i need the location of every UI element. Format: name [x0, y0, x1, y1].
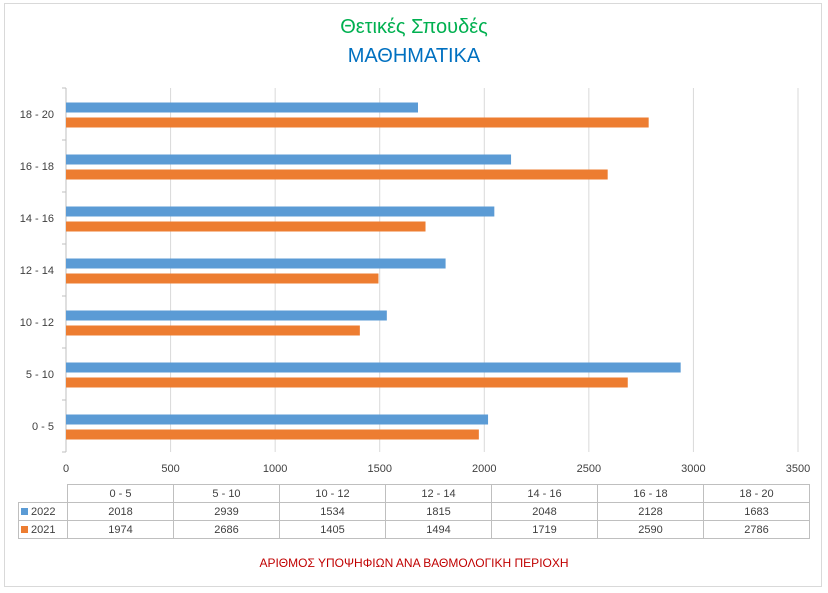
legend-label: 2021: [31, 523, 56, 536]
table-header-cell: 0 - 5: [67, 484, 174, 503]
legend-entry: 2021: [18, 520, 68, 539]
y-tick-label: 18 - 20: [20, 109, 54, 121]
x-tick-label: 1500: [367, 463, 391, 475]
bar-2022: [66, 102, 418, 113]
table-row: 2021 1974 2686 1405 1494 1719 2590 2786: [18, 520, 810, 539]
table-cell: 2128: [597, 502, 704, 521]
bar-2021: [66, 325, 360, 336]
x-tick-label: 3500: [786, 463, 810, 475]
x-axis-label: ΑΡΙΘΜΟΣ ΥΠΟΨΗΦΙΩΝ ΑΝΑ ΒΑΘΜΟΛΟΓΙΚΗ ΠΕΡΙΟΧ…: [259, 556, 569, 570]
legend-swatch: [21, 508, 28, 516]
table-cell: 2018: [67, 502, 174, 521]
table-header-cell: 12 - 14: [385, 484, 492, 503]
y-tick-label: 10 - 12: [20, 317, 54, 329]
y-tick-label: 14 - 16: [20, 213, 54, 225]
table-cell: 2939: [173, 502, 280, 521]
table-cell: 1494: [385, 520, 492, 539]
table-header-cell: 18 - 20: [703, 484, 810, 503]
y-tick-label: 0 - 5: [32, 421, 54, 433]
table-row: 2022 2018 2939 1534 1815 2048 2128 1683: [18, 502, 810, 521]
table-cell: 1974: [67, 520, 174, 539]
x-tick-label: 2500: [577, 463, 601, 475]
y-tick-label: 12 - 14: [20, 265, 54, 277]
bar-2022: [66, 310, 387, 321]
bar-2021: [66, 117, 649, 128]
chart-subtitle: ΜΑΘΗΜΑΤΙΚΑ: [347, 45, 481, 67]
bar-2021: [66, 273, 379, 284]
table-header-cell: 5 - 10: [173, 484, 280, 503]
bar-2022: [66, 362, 681, 373]
legend-swatch: [21, 526, 28, 534]
bar-2021: [66, 429, 479, 440]
table-corner: [19, 485, 68, 503]
table-header-cell: 14 - 16: [491, 484, 598, 503]
table-cell: 1534: [279, 502, 386, 521]
table-cell: 2048: [491, 502, 598, 521]
bar-2022: [66, 258, 446, 269]
table-cell: 2590: [597, 520, 704, 539]
y-tick-label: 16 - 18: [20, 161, 54, 173]
x-tick-label: 3000: [681, 463, 705, 475]
legend-label: 2022: [31, 505, 56, 518]
table-cell: 1815: [385, 502, 492, 521]
table-cell: 2786: [703, 520, 810, 539]
table-cell: 1683: [703, 502, 810, 521]
table-header-cell: 16 - 18: [597, 484, 704, 503]
chart-title: Θετικές Σπουδές: [340, 16, 488, 38]
bar-2021: [66, 169, 608, 180]
x-tick-label: 0: [63, 463, 69, 475]
x-tick-label: 2000: [472, 463, 496, 475]
bar-2021: [66, 221, 426, 232]
bar-2022: [66, 206, 495, 217]
x-tick-label: 1000: [263, 463, 287, 475]
x-tick-label: 500: [161, 463, 179, 475]
bar-2021: [66, 377, 628, 388]
y-tick-label: 5 - 10: [26, 369, 54, 381]
table-header-cell: 10 - 12: [279, 484, 386, 503]
table-cell: 2686: [173, 520, 280, 539]
legend-entry: 2022: [18, 502, 68, 521]
table-cell: 1719: [491, 520, 598, 539]
bar-2022: [66, 414, 489, 425]
table-cell: 1405: [279, 520, 386, 539]
bar-2022: [66, 154, 512, 165]
